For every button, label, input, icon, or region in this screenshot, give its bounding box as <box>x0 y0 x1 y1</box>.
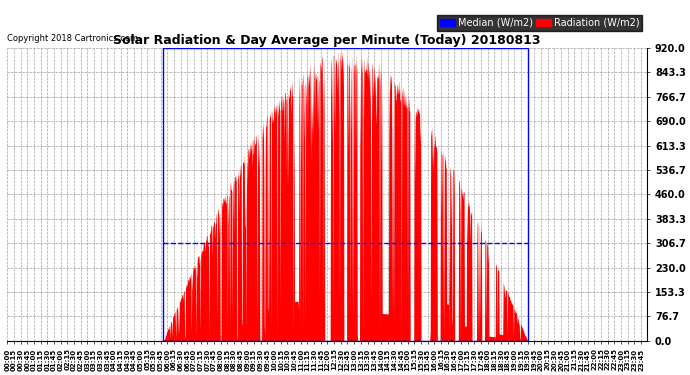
Title: Solar Radiation & Day Average per Minute (Today) 20180813: Solar Radiation & Day Average per Minute… <box>113 34 541 47</box>
Legend: Median (W/m2), Radiation (W/m2): Median (W/m2), Radiation (W/m2) <box>437 15 642 31</box>
Text: Copyright 2018 Cartronics.com: Copyright 2018 Cartronics.com <box>7 34 138 43</box>
Bar <box>163 48 528 341</box>
